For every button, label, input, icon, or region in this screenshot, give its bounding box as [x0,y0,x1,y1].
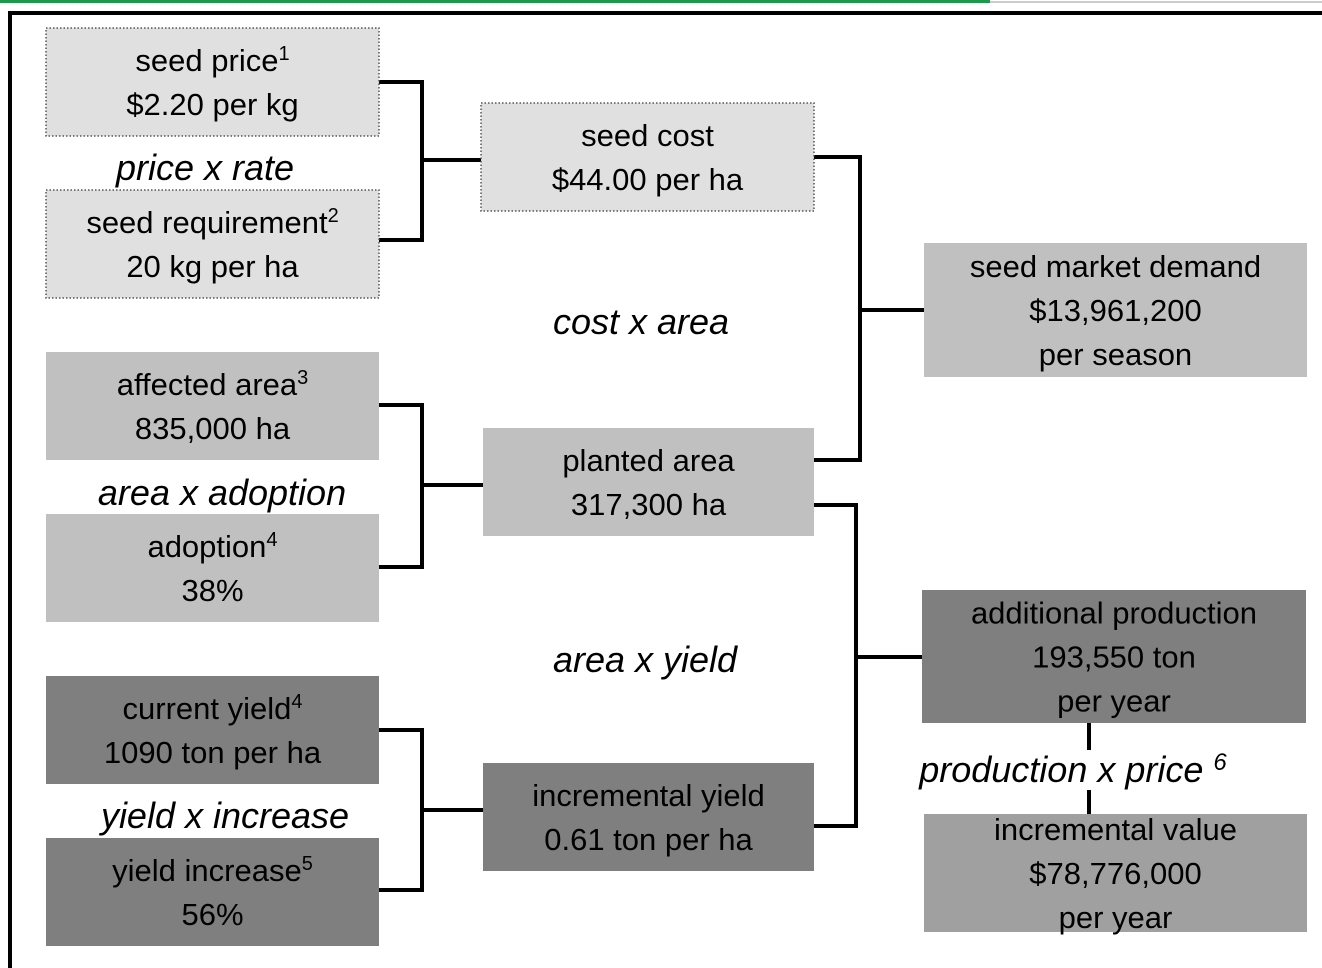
node-value: 1090 ton per ha [104,735,322,770]
node-title-text: seed market demand [970,249,1261,284]
node-box [46,514,379,622]
footnote-ref: 4 [266,529,277,551]
node-title: planted area [562,443,735,478]
node-title: current yield4 [123,691,303,726]
top-bar [0,0,990,3]
node-box [924,243,1307,377]
node-box [924,814,1307,932]
node-box [46,352,379,460]
node-box [45,27,380,137]
operation-space [1203,749,1213,790]
operation-text: production x price [918,749,1203,790]
footnote-ref: 4 [291,691,302,713]
frame [8,11,1322,968]
operation-label: area x yield [553,639,738,680]
node-title-text: current yield [123,691,292,726]
operation-label: cost x area [553,301,729,342]
operation-text: price x rate [115,147,294,188]
operation-text: area x adoption [98,472,346,513]
node-box [480,102,815,212]
operation-text: cost x area [553,301,729,342]
operation-text: yield x increase [98,795,349,836]
node-value: per year [1057,684,1171,719]
operation-label: production x price 6 [918,749,1227,790]
node-box [45,189,380,299]
node-title-text: seed requirement [86,205,328,240]
operation-label: yield x increase [98,795,349,836]
node-box [46,838,379,946]
node-value: 20 kg per ha [126,249,299,284]
node-title-text: planted area [562,443,735,478]
node-title-text: affected area [117,367,298,402]
node-value: 38% [181,573,243,608]
node-title: seed requirement2 [86,205,338,240]
node-title: affected area3 [117,367,309,402]
node-value: 0.61 ton per ha [544,822,753,857]
node-box [46,676,379,784]
node-title: additional production [971,596,1257,631]
node-value: per year [1059,900,1173,935]
node-value: 835,000 ha [135,411,291,446]
node-title-text: additional production [971,596,1257,631]
node-title-text: seed cost [581,118,714,153]
footnote-ref: 6 [1213,749,1227,776]
footnote-ref: 3 [297,367,308,389]
node-title-text: incremental value [994,812,1237,847]
footnote-ref: 1 [278,43,289,65]
node-value: $2.20 per kg [126,87,298,122]
top-bar-rest [990,1,1322,3]
node-title-text: seed price [135,43,278,78]
connectors [379,80,1091,892]
node-title-text: yield increase [112,853,302,888]
node-value: $44.00 per ha [552,162,744,197]
node-title: seed cost [581,118,714,153]
footnote-ref: 2 [328,205,339,227]
node-title: adoption4 [147,529,277,564]
node-box [922,590,1306,723]
operation-label: area x adoption [98,472,346,513]
node-box [483,763,814,871]
operation-label: price x rate [115,147,294,188]
node-box [483,428,814,536]
node-title: incremental value [994,812,1237,847]
node-value: 56% [181,897,243,932]
node-title-text: adoption [147,529,266,564]
node-value: 193,550 ton [1032,640,1196,675]
node-title-text: incremental yield [532,778,765,813]
node-value: 317,300 ha [571,487,727,522]
node-title: incremental yield [532,778,765,813]
node-value: $78,776,000 [1029,856,1201,891]
operation-text: area x yield [553,639,738,680]
node-title: seed price1 [135,43,289,78]
footnote-ref: 5 [302,853,313,875]
node-value: per season [1039,337,1192,372]
node-value: $13,961,200 [1029,293,1201,328]
node-title: seed market demand [970,249,1261,284]
node-title: yield increase5 [112,853,313,888]
